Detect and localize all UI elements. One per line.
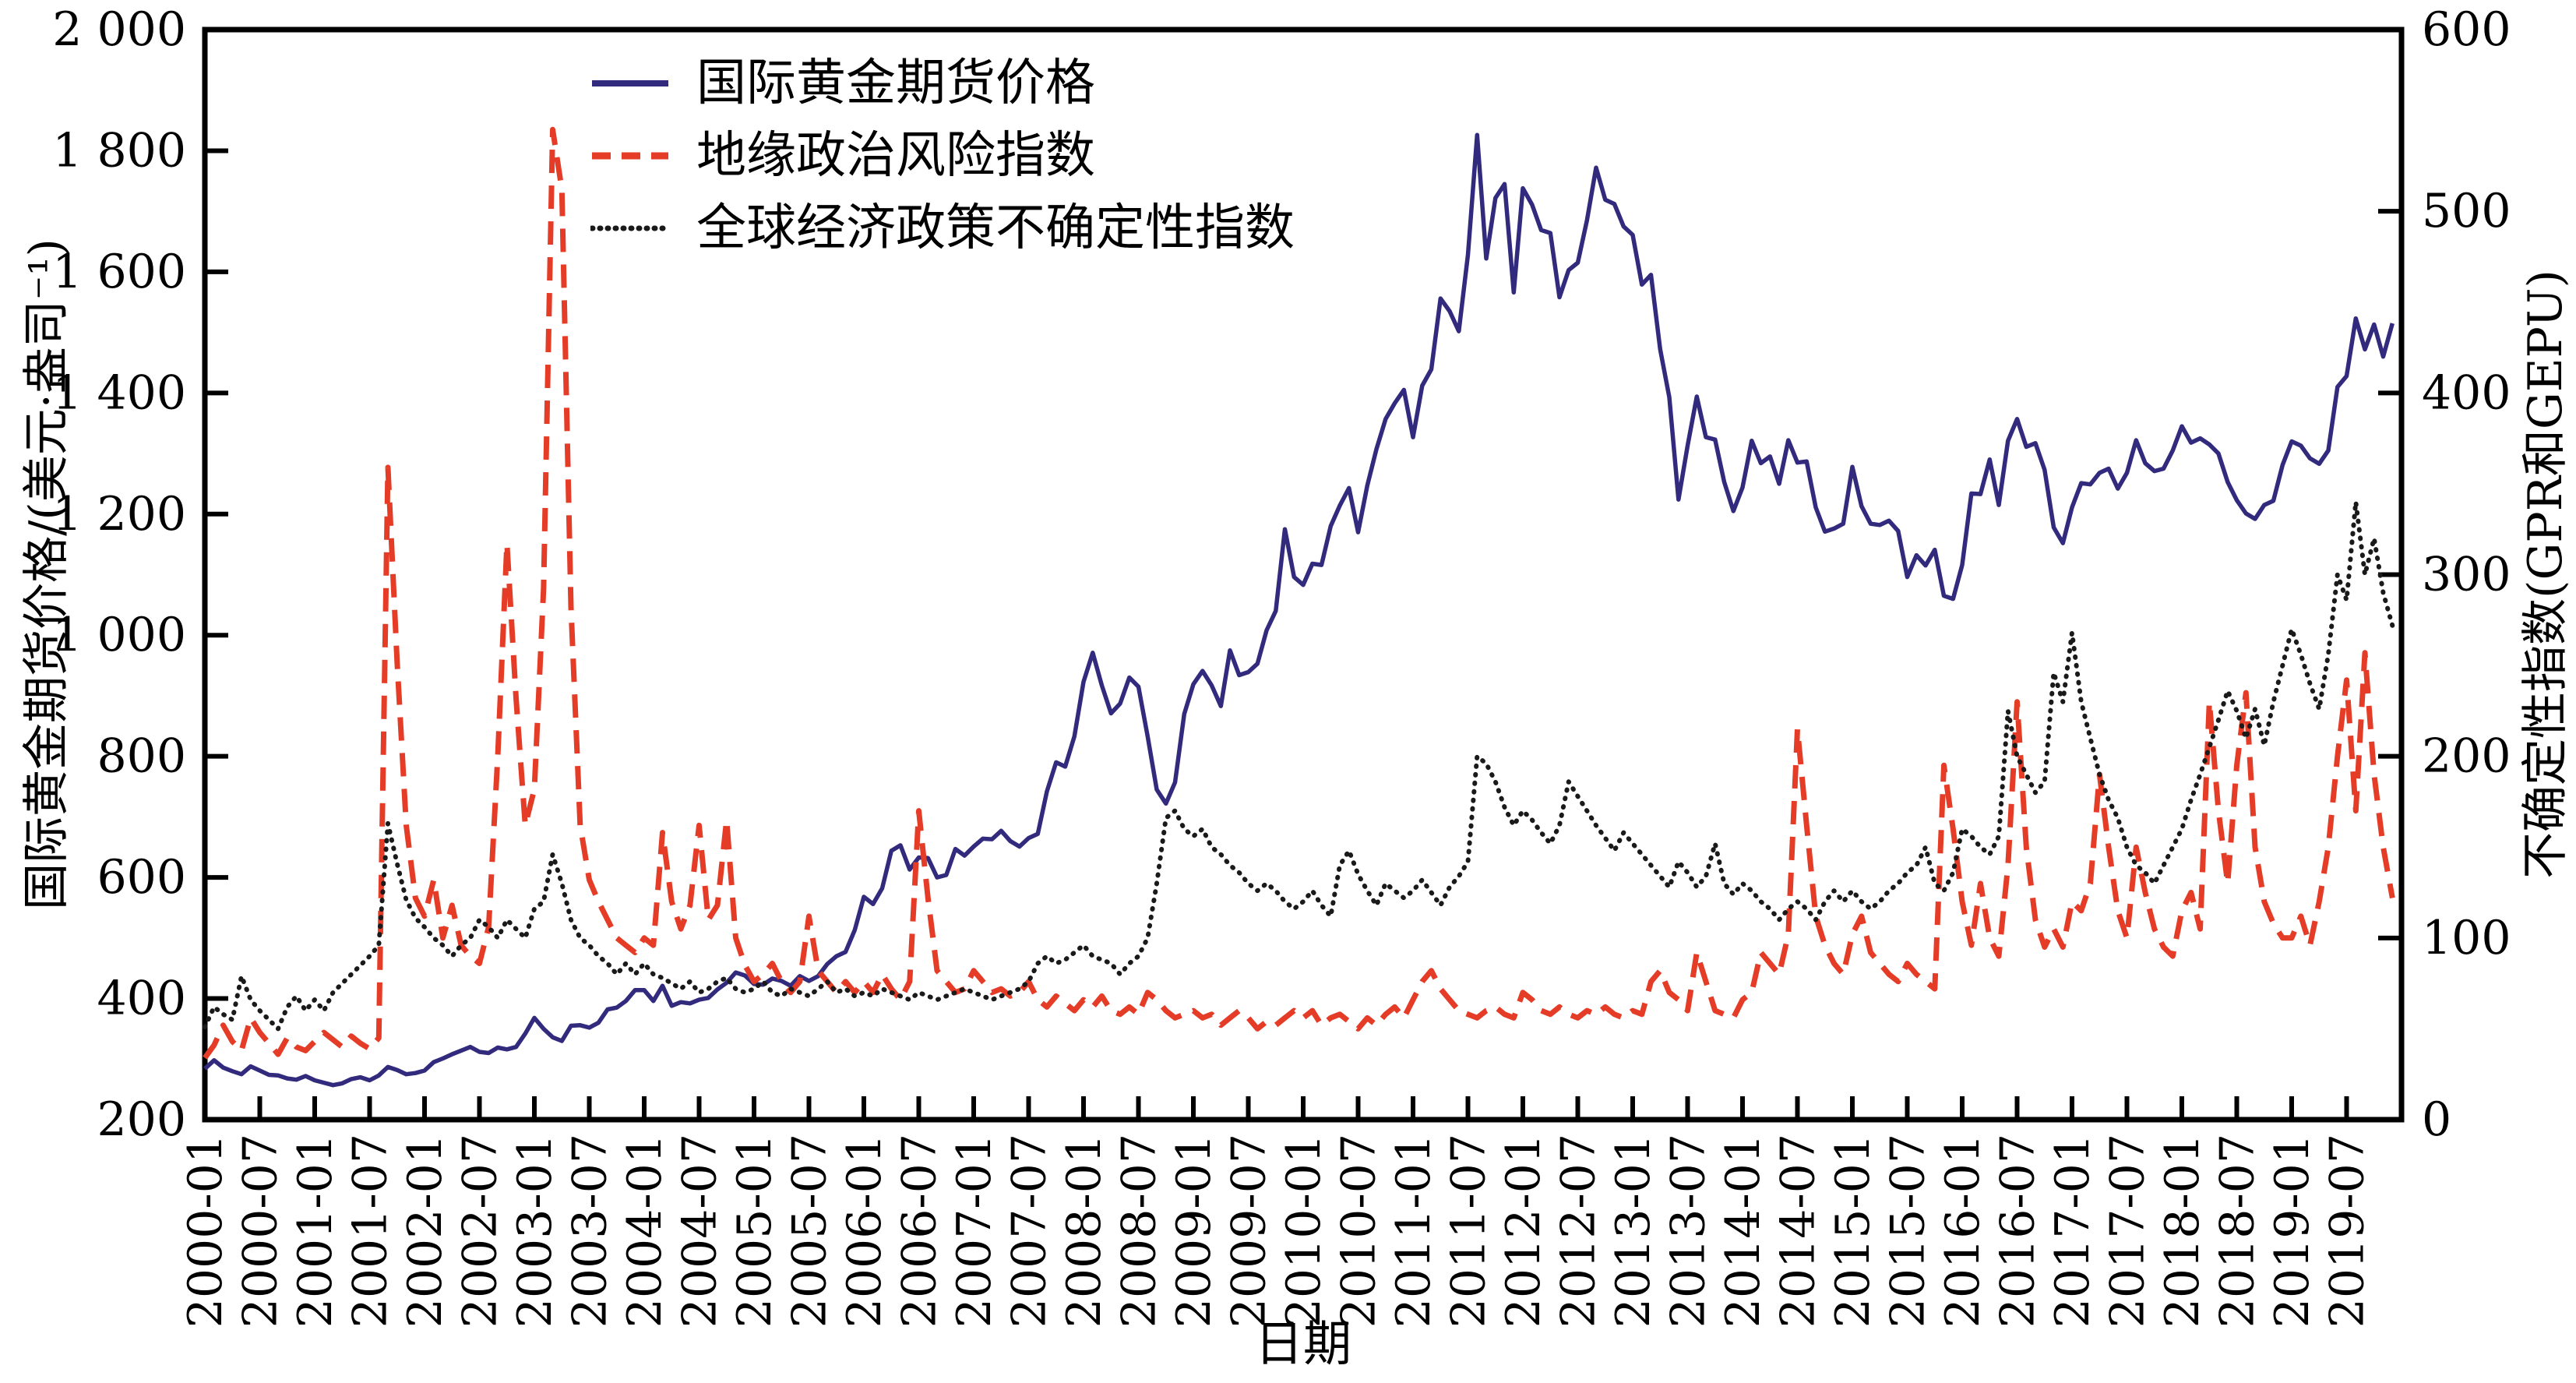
- axis-ticks: [203, 27, 2402, 1122]
- legend-line-dashed-icon: [592, 152, 668, 159]
- x-tick-label: 2013-01: [1606, 1134, 1661, 1328]
- legend-label-gepu: 全球经济政策不确定性指数: [696, 199, 1295, 257]
- x-tick-label: 2008-01: [1057, 1134, 1112, 1328]
- x-tick-label: 2015-01: [1826, 1134, 1880, 1328]
- left-tick-label: 600: [97, 850, 186, 905]
- x-tick-label: 2003-07: [563, 1134, 618, 1328]
- x-tick-label: 2009-07: [1222, 1134, 1277, 1328]
- legend-item-gepu: 全球经济政策不确定性指数: [590, 192, 1295, 264]
- x-tick-label: 2006-07: [893, 1134, 947, 1328]
- axis-tick-labels: 200 400 600 800 1 000 1 200 1 400 1 600 1 800 2 0…: [52, 2, 2511, 1328]
- legend-label-gpr: 地缘政治风险指数: [696, 126, 1095, 185]
- x-tick-label: 2009-01: [1167, 1134, 1221, 1328]
- left-tick-label: 1 600: [52, 245, 186, 299]
- right-tick-label: 100: [2422, 911, 2511, 965]
- left-axis-title: 国际黄金期货价格/(美元·盎司⁻¹): [19, 238, 74, 910]
- x-tick-label: 2018-01: [2155, 1134, 2210, 1328]
- x-tick-label: 2019-07: [2321, 1134, 2375, 1328]
- x-tick-label: 2011-01: [1387, 1134, 1441, 1328]
- x-tick-label: 2015-07: [1881, 1134, 1936, 1328]
- right-tick-label: 200: [2422, 729, 2511, 784]
- x-tick-label: 2006-01: [837, 1134, 892, 1328]
- left-tick-label: 2 000: [52, 2, 186, 57]
- legend-line-dotted-icon: [590, 225, 670, 231]
- x-tick-label: 2005-01: [728, 1134, 782, 1328]
- right-tick-label: 600: [2422, 2, 2511, 57]
- x-tick-label: 2012-01: [1496, 1134, 1551, 1328]
- x-tick-label: 2002-01: [398, 1134, 453, 1328]
- x-tick-label: 2004-07: [673, 1134, 728, 1328]
- x-tick-label: 2018-07: [2211, 1134, 2265, 1328]
- plot-frame: [202, 26, 2405, 1123]
- x-tick-label: 2007-01: [947, 1134, 1002, 1328]
- x-axis-title: 日期: [1254, 1315, 1352, 1372]
- x-tick-label: 2017-01: [2046, 1134, 2100, 1328]
- right-tick-label: 500: [2422, 184, 2511, 238]
- legend-label-gold-price: 国际黄金期货价格: [696, 54, 1095, 112]
- x-tick-label: 2010-01: [1277, 1134, 1331, 1328]
- legend-item-gold-price: 国际黄金期货价格: [590, 47, 1295, 119]
- legend: 国际黄金期货价格 地缘政治风险指数 全球经济政策不确定性指数: [590, 47, 1295, 264]
- x-tick-label: 2014-01: [1716, 1134, 1771, 1328]
- x-tick-label: 2008-07: [1112, 1134, 1167, 1328]
- x-tick-label: 2011-07: [1442, 1134, 1496, 1328]
- x-tick-label: 2012-07: [1552, 1134, 1606, 1328]
- legend-line-solid-icon: [592, 79, 668, 86]
- x-tick-label: 2000-01: [178, 1134, 233, 1328]
- left-tick-label: 200: [97, 1092, 186, 1147]
- legend-item-gpr: 地缘政治风险指数: [590, 119, 1295, 192]
- x-tick-label: 2001-01: [288, 1134, 343, 1328]
- x-tick-label: 2002-07: [453, 1134, 508, 1328]
- left-tick-label: 1 200: [52, 487, 186, 542]
- x-tick-label: 2010-07: [1332, 1134, 1387, 1328]
- left-tick-label: 800: [97, 729, 186, 784]
- series-line-1: [203, 126, 2395, 1060]
- x-tick-label: 2001-07: [344, 1134, 398, 1328]
- x-tick-label: 2016-01: [1936, 1134, 1990, 1328]
- x-tick-label: 2014-07: [1771, 1134, 1826, 1328]
- x-tick-label: 2019-01: [2265, 1134, 2320, 1328]
- x-tick-label: 2017-07: [2101, 1134, 2155, 1328]
- left-tick-label: 1 800: [52, 123, 186, 178]
- x-tick-label: 2003-01: [508, 1134, 562, 1328]
- x-tick-label: 2000-07: [234, 1134, 288, 1328]
- right-tick-label: 400: [2422, 365, 2511, 420]
- right-tick-label: 0: [2422, 1092, 2451, 1147]
- x-tick-label: 2004-01: [618, 1134, 672, 1328]
- left-tick-label: 1 400: [52, 365, 186, 420]
- left-tick-label: 1 000: [52, 608, 186, 662]
- x-tick-label: 2007-07: [1003, 1134, 1057, 1328]
- right-axis-title: 不确定性指数(GPR和GEPU): [2518, 270, 2573, 879]
- x-tick-label: 2016-07: [1991, 1134, 2046, 1328]
- series-line-2: [203, 499, 2395, 1032]
- x-tick-label: 2005-07: [783, 1134, 837, 1328]
- left-tick-label: 400: [97, 972, 186, 1026]
- x-tick-label: 2013-07: [1662, 1134, 1716, 1328]
- series-line-0: [203, 132, 2395, 1088]
- right-tick-label: 300: [2422, 548, 2511, 602]
